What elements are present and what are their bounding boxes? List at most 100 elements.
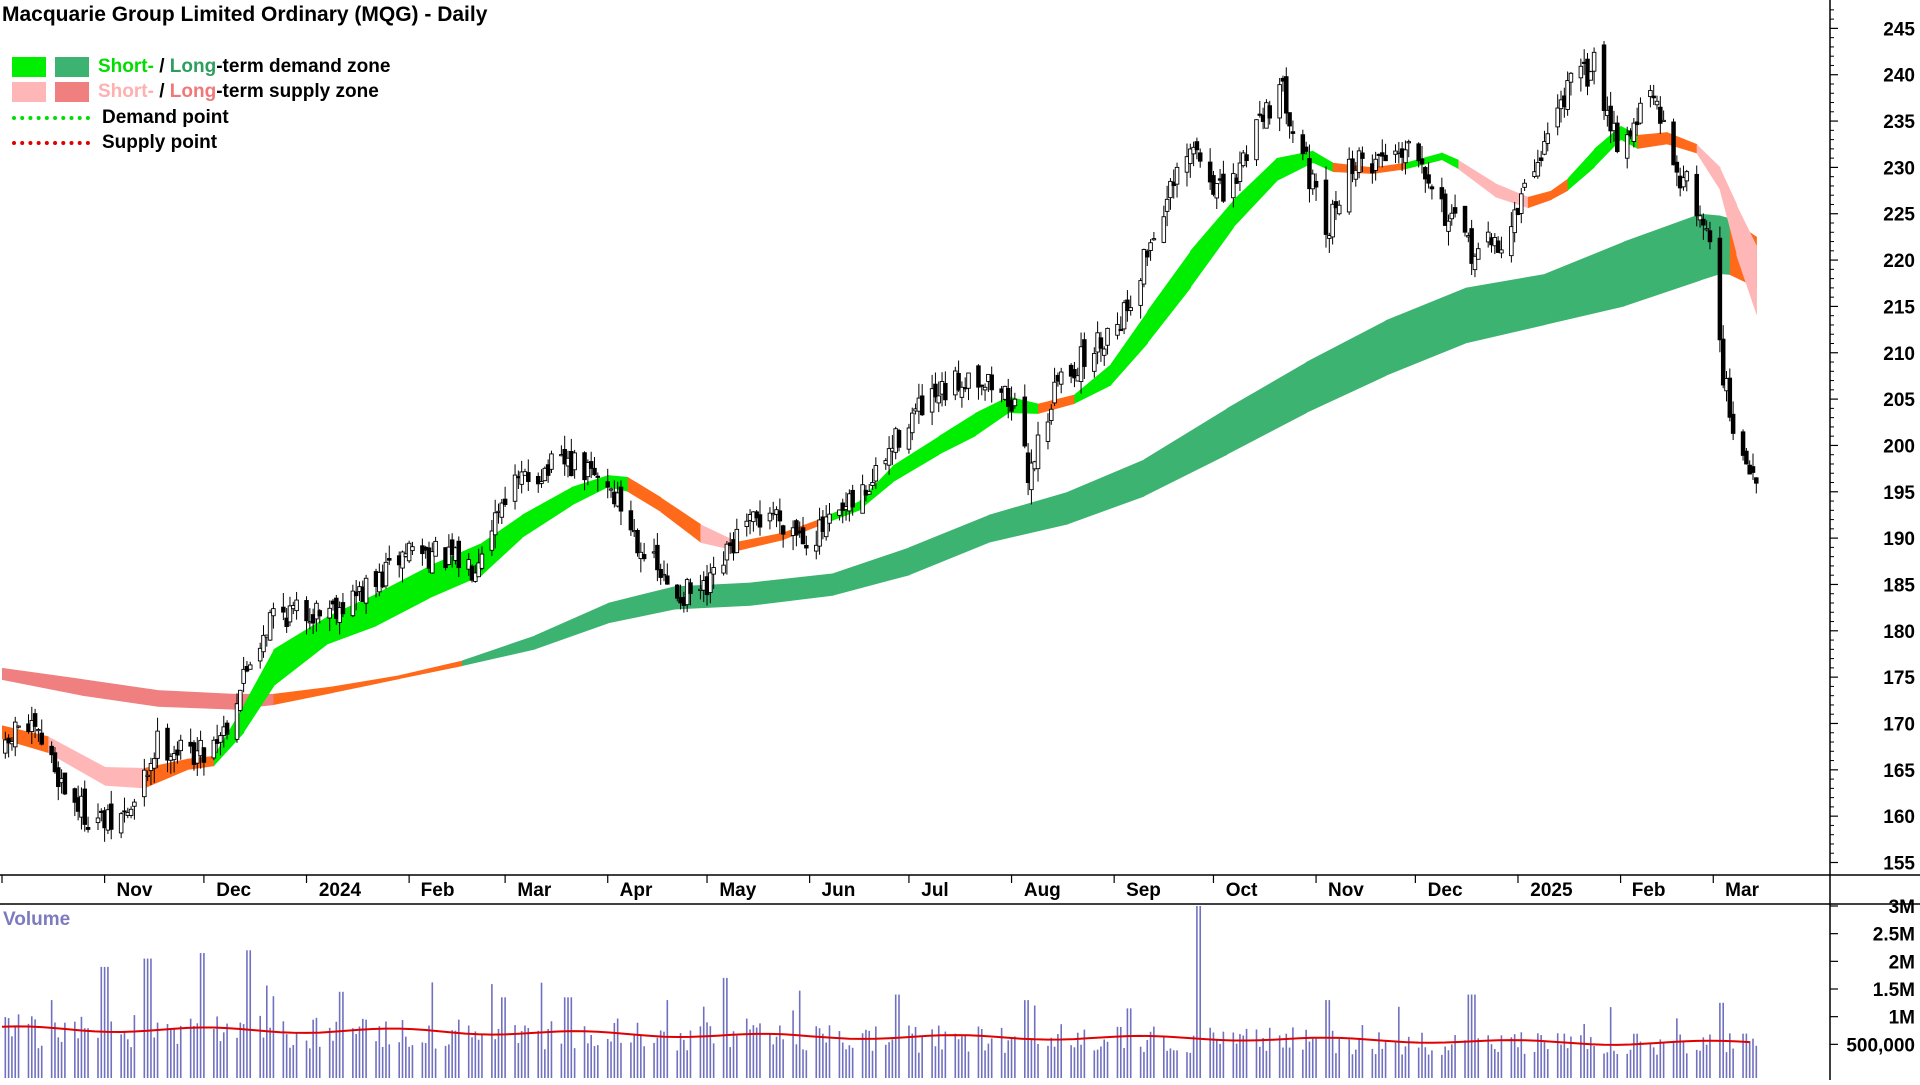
short-term-zone-segment (1147, 250, 1191, 344)
candle-body (247, 664, 253, 670)
candle-body (966, 372, 971, 389)
candle-body (1429, 186, 1435, 190)
candle-body (122, 810, 127, 813)
candle-body (873, 465, 879, 482)
long-term-zone-segment (832, 547, 910, 596)
volume-layer (1, 906, 1758, 1078)
candle-body (724, 543, 730, 561)
candle-body (585, 462, 591, 478)
candle-body (674, 584, 680, 599)
candle-body (777, 510, 783, 522)
price-y-tick-label: 210 (1883, 344, 1915, 365)
candle-body (476, 562, 481, 578)
candle-body (238, 689, 243, 711)
long-term-zone-segment (462, 635, 536, 667)
candle-body (1141, 249, 1147, 285)
legend-swatch-short-supply (12, 82, 46, 103)
legend-demand-suffix: -term demand zone (216, 55, 391, 77)
long-term-zone-segment (673, 582, 751, 610)
candle-body (1555, 107, 1560, 128)
candle-body (489, 530, 495, 551)
candle-body (1535, 162, 1541, 177)
candle-body (1754, 477, 1759, 484)
x-tick-label: Dec (216, 880, 251, 901)
candle-body (16, 725, 21, 728)
short-term-zone-segment (660, 497, 702, 543)
short-term-zone-segment (376, 565, 430, 627)
legend-demand-separator: / (153, 55, 170, 77)
candle-body (271, 608, 276, 617)
x-tick-label: 2024 (319, 880, 362, 901)
candle-body (910, 412, 915, 434)
candle-body (1588, 71, 1594, 81)
candle-body (1267, 105, 1272, 119)
candle-body (234, 703, 240, 740)
short-term-zone-segment (938, 413, 976, 455)
candle-body (218, 735, 223, 743)
candle-body (1727, 377, 1733, 418)
candle-body (387, 558, 392, 561)
candle-body (665, 575, 670, 585)
volume-y-tick-label: 1M (1889, 1008, 1915, 1029)
price-y-tick-label: 170 (1883, 714, 1915, 735)
short-term-zone-segment (892, 436, 940, 483)
legend-demand-point: Demand point (12, 105, 390, 131)
price-y-tick-label: 180 (1883, 622, 1915, 643)
candle-body (1442, 193, 1448, 226)
candle-body (1601, 44, 1607, 111)
candle-body (1184, 156, 1190, 173)
long-term-zone-segment (1306, 320, 1387, 414)
short-term-zone-segment (104, 767, 145, 789)
candle-body (744, 520, 750, 528)
candle-body (499, 502, 505, 518)
candle-body (1161, 216, 1167, 243)
legend-swatch-short-demand (12, 56, 46, 77)
x-tick-label: Oct (1226, 880, 1258, 901)
candle-body (512, 474, 518, 502)
candle-body (1330, 203, 1335, 238)
candle-body (827, 513, 832, 524)
candle-body (1419, 158, 1425, 165)
candle-body (1704, 228, 1709, 231)
short-term-zone-segment (1372, 162, 1407, 174)
candle-body (661, 573, 667, 577)
candle-body (165, 727, 170, 761)
candle-body (85, 826, 91, 830)
candle-body (1174, 166, 1180, 185)
candle-body (400, 551, 405, 569)
candle-body (6, 737, 11, 744)
candle-body (1356, 150, 1362, 173)
candle-body (224, 722, 230, 735)
x-tick-label: 2025 (1530, 880, 1573, 901)
legend-swatch-long-demand (55, 56, 89, 77)
candle-body (1499, 249, 1504, 254)
candle-body (1148, 242, 1153, 251)
candle-body (1313, 180, 1319, 188)
x-tick-label: Jun (822, 880, 856, 901)
legend-demand-short-text: Short- (98, 55, 154, 77)
price-y-tick-label: 215 (1883, 297, 1915, 318)
candle-body (1383, 154, 1388, 162)
candle-body (1237, 162, 1243, 182)
candle-body (473, 572, 478, 582)
candle-body (800, 527, 806, 545)
candle-body (1105, 327, 1110, 346)
candle-body (1449, 212, 1455, 220)
candle-body (1138, 280, 1143, 306)
long-term-zone-segment (1623, 213, 1701, 307)
candle-body (1542, 141, 1547, 155)
candle-body (108, 803, 114, 830)
x-tick-label: Nov (1328, 880, 1364, 901)
candle-body (549, 453, 554, 470)
candle-body (943, 382, 948, 401)
candle-body (757, 514, 763, 528)
x-tick-label: Jul (921, 880, 948, 901)
candle-body (406, 542, 412, 562)
candle-body (608, 488, 614, 491)
candle-body (267, 612, 273, 641)
candle-body (294, 599, 299, 612)
candle-body (1035, 434, 1041, 470)
legend-supply-suffix: -term supply zone (216, 81, 379, 103)
volume-y-tick-label: 500,000 (1846, 1035, 1915, 1056)
candle-body (936, 395, 941, 404)
